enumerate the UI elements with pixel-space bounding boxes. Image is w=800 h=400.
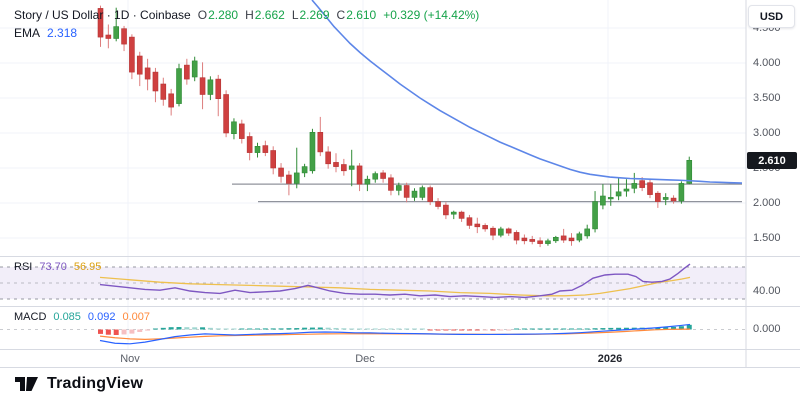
rsi-label: RSI xyxy=(14,261,33,273)
macd-histogram xyxy=(98,324,692,335)
macd-main-line xyxy=(99,323,691,345)
chart-root: Story / US Dollar · 1D · Coinbase O 2.280… xyxy=(0,0,800,368)
currency-toggle-button[interactable]: USD xyxy=(748,5,795,28)
price-axis[interactable]: USD 2.610 4.5004.0003.5003.0002.5002.000… xyxy=(746,0,800,368)
rsi-line xyxy=(99,263,691,299)
time-label: Dec xyxy=(355,353,375,365)
price-tick: 3.000 xyxy=(753,126,781,139)
macd-label: MACD xyxy=(14,311,47,323)
last-price-label: 2.610 xyxy=(747,152,797,169)
price-tick: 2.000 xyxy=(753,196,781,209)
price-tick: 1.500 xyxy=(753,231,781,244)
brand-text: TradingView xyxy=(47,375,144,392)
price-tick: 3.500 xyxy=(753,91,781,104)
ohlc-open: O 2.280 xyxy=(198,8,238,22)
price-chart-canvas[interactable] xyxy=(0,0,800,368)
rsi-ma-line xyxy=(99,276,691,297)
low-value: 2.269 xyxy=(299,8,330,22)
symbol-title[interactable]: Story / US Dollar · 1D · Coinbase xyxy=(14,8,191,22)
macd-line-value: 0.092 xyxy=(87,311,116,323)
macd-hist-value: 0.085 xyxy=(53,311,81,323)
low-label: L xyxy=(291,8,299,22)
change-value: +0.329 (+14.42%) xyxy=(383,8,480,22)
ohlc-high: H 2.662 xyxy=(245,8,285,22)
ohlc-close: C 2.610 xyxy=(337,8,377,22)
macd-signal-line xyxy=(99,328,691,341)
price-tick: 4.000 xyxy=(753,56,781,69)
rsi-tick: 40.00 xyxy=(753,284,781,297)
macd-legend[interactable]: MACD 0.085 0.092 0.007 xyxy=(14,311,150,323)
tradingview-logo-icon xyxy=(15,377,38,391)
rsi-value: 73.70 xyxy=(39,261,67,273)
high-value: 2.662 xyxy=(254,8,285,22)
ema-value: 2.318 xyxy=(47,26,78,40)
ohlc-low: L 2.269 xyxy=(292,8,330,22)
ema-label: EMA xyxy=(14,26,41,40)
time-axis[interactable]: Nov Dec 2026 xyxy=(0,349,746,368)
close-value: 2.610 xyxy=(346,8,377,22)
macd-signal-value: 0.007 xyxy=(122,311,150,323)
ema-line xyxy=(311,0,743,184)
time-label: 2026 xyxy=(597,353,623,365)
candles-layer xyxy=(97,5,693,248)
close-label: C xyxy=(336,8,346,22)
high-label: H xyxy=(245,8,254,22)
chart-legend: Story / US Dollar · 1D · Coinbase O 2.280… xyxy=(14,8,479,22)
macd-tick: 0.000 xyxy=(753,323,781,335)
open-label: O xyxy=(197,8,208,22)
open-value: 2.280 xyxy=(208,8,239,22)
rsi-ma-value: 56.95 xyxy=(73,261,102,273)
ema-legend[interactable]: EMA 2.318 xyxy=(14,26,77,40)
gridlines xyxy=(0,0,746,350)
rsi-legend[interactable]: RSI 73.70 56.95 xyxy=(14,261,101,273)
tradingview-brand-link[interactable]: TradingView xyxy=(14,374,143,394)
time-label: Nov xyxy=(120,353,140,365)
